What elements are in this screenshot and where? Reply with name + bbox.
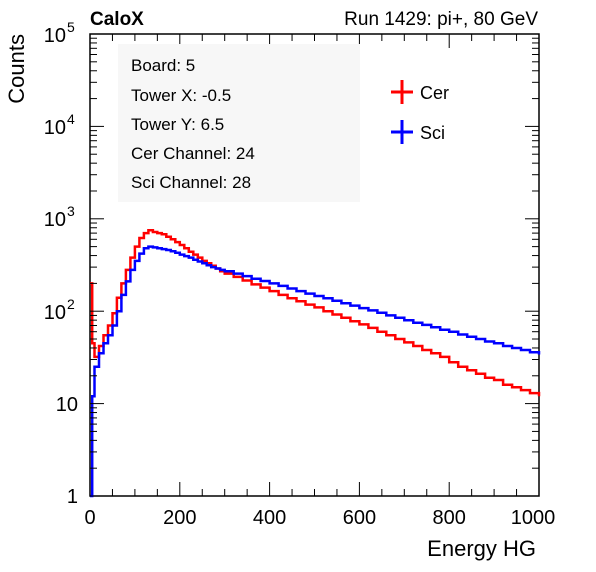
info-line: Tower Y: 6.5 bbox=[131, 115, 224, 134]
y-tick-labels: 1 10 10 2 10 3 10 4 10 5 bbox=[44, 19, 78, 508]
y-tick-label: 10 bbox=[44, 209, 66, 231]
y-tick-label-exp: 2 bbox=[67, 296, 75, 312]
y-tick-label: 10 bbox=[56, 394, 78, 416]
run-info: Run 1429: pi+, 80 GeV bbox=[344, 9, 538, 30]
legend-entry-cer: Cer bbox=[391, 80, 449, 104]
x-tick-label: 0 bbox=[84, 507, 95, 529]
y-tick-label: 10 bbox=[44, 117, 66, 139]
legend-entry-sci: Sci bbox=[391, 120, 445, 144]
x-tick-label: 200 bbox=[163, 507, 196, 529]
info-box-lines: Board: 5 Tower X: -0.5 Tower Y: 6.5 Cer … bbox=[131, 56, 255, 192]
x-tick-label: 600 bbox=[343, 507, 376, 529]
x-tick-labels: 0 200 400 600 800 1000 bbox=[84, 507, 555, 529]
series-layer bbox=[90, 229, 541, 498]
info-box bbox=[118, 44, 360, 202]
x-axis-title: Energy HG bbox=[427, 536, 536, 561]
info-line: Cer Channel: 24 bbox=[131, 144, 255, 163]
x-tick-label: 1000 bbox=[511, 507, 556, 529]
legend-label-sci: Sci bbox=[420, 123, 445, 143]
y-tick-label: 10 bbox=[44, 25, 66, 47]
y-axis-title: Counts bbox=[4, 34, 29, 104]
legend: Cer Sci bbox=[391, 80, 449, 144]
y-tick-label: 1 bbox=[67, 486, 78, 508]
info-line: Tower X: -0.5 bbox=[131, 86, 231, 105]
x-tick-label: 400 bbox=[253, 507, 286, 529]
series-line-sci bbox=[90, 245, 541, 498]
legend-label-cer: Cer bbox=[420, 83, 449, 103]
series-line-cer bbox=[90, 229, 541, 397]
x-tick-label: 800 bbox=[433, 507, 466, 529]
y-tick-label-exp: 4 bbox=[67, 111, 75, 127]
info-line: Sci Channel: 28 bbox=[131, 173, 251, 192]
info-line: Board: 5 bbox=[131, 56, 195, 75]
experiment-label: CaloX bbox=[90, 9, 144, 30]
tick-layer bbox=[89, 33, 540, 497]
y-tick-label: 10 bbox=[44, 302, 66, 324]
y-tick-label-exp: 5 bbox=[67, 19, 75, 35]
y-tick-label-exp: 3 bbox=[67, 203, 75, 219]
